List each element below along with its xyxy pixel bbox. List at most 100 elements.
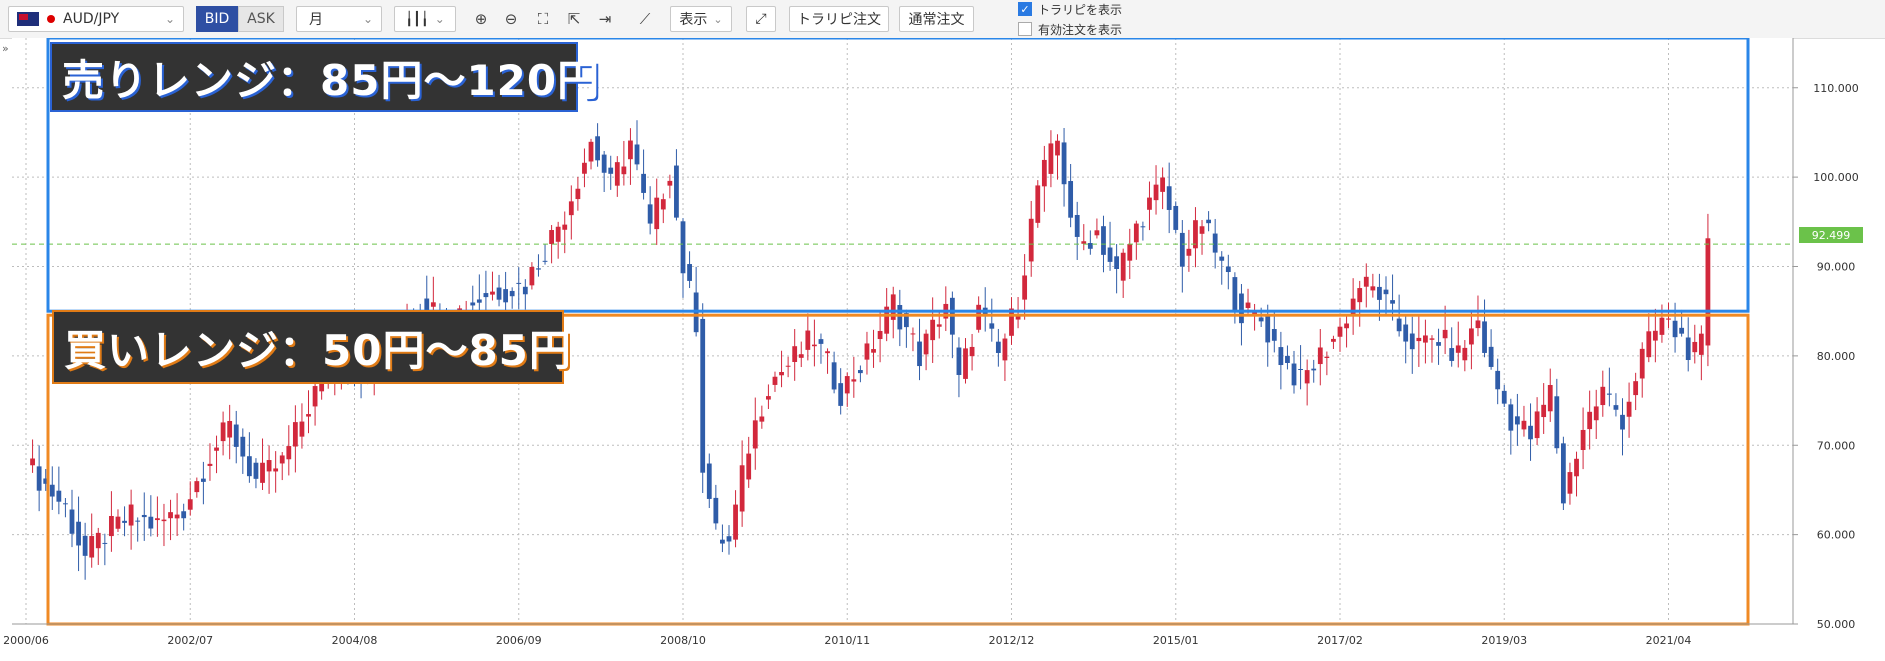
candle-up bbox=[614, 162, 620, 186]
show-valid-orders-checkbox[interactable]: 有効注文を表示 bbox=[1018, 21, 1122, 37]
candle-down bbox=[1212, 233, 1218, 253]
candle-down bbox=[470, 302, 476, 306]
candle-down bbox=[1528, 425, 1533, 440]
candle-up bbox=[292, 422, 298, 447]
ask-button[interactable]: ASK bbox=[238, 6, 284, 32]
candle-up bbox=[1534, 411, 1540, 439]
expand-icon[interactable]: ⤢ bbox=[746, 6, 776, 32]
candle-down bbox=[1061, 142, 1067, 185]
indicator-icon[interactable]: ⟋ bbox=[639, 10, 651, 28]
chevron-down-icon: ⌄ bbox=[434, 12, 445, 26]
candle-up bbox=[260, 462, 265, 483]
normal-order-button[interactable]: 通常注文 bbox=[899, 6, 974, 32]
candle-up bbox=[555, 226, 561, 242]
candle-down bbox=[1377, 286, 1382, 300]
candle-up bbox=[1344, 323, 1349, 329]
currency-pair-select[interactable]: AUD/JPY ⌄ bbox=[8, 6, 184, 32]
x-axis: 2000/06 2002/07 2004/08 2006/09 2008/10 2010/… bbox=[3, 623, 1793, 647]
candle-down bbox=[857, 370, 863, 374]
candle-up bbox=[812, 344, 817, 347]
x-tick-label: 2021/04 bbox=[1646, 634, 1692, 647]
candle-down bbox=[1291, 363, 1297, 386]
candle-down bbox=[674, 165, 679, 218]
candle-down bbox=[1396, 318, 1402, 332]
x-tick-label: 2000/06 bbox=[3, 634, 49, 647]
candle-up bbox=[1593, 406, 1599, 421]
candle-up bbox=[733, 504, 738, 540]
fit-icon[interactable]: ⛶ bbox=[537, 10, 549, 28]
candle-up bbox=[1252, 310, 1257, 317]
candle-down bbox=[522, 286, 528, 295]
candle-down bbox=[700, 318, 706, 473]
australia-flag-icon bbox=[17, 12, 39, 26]
zoom-out-icon[interactable]: ⊖ bbox=[504, 10, 518, 28]
candle-down bbox=[831, 362, 837, 390]
candle-down bbox=[1068, 181, 1074, 218]
candle-up bbox=[30, 458, 35, 466]
candle-up bbox=[779, 372, 784, 376]
x-tick-label: 2012/12 bbox=[989, 634, 1035, 647]
candle-up bbox=[890, 294, 896, 320]
x-tick-label: 2002/07 bbox=[167, 634, 213, 647]
chevron-down-icon: ⌄ bbox=[362, 12, 373, 26]
candle-up bbox=[805, 330, 811, 350]
candle-down bbox=[595, 136, 600, 161]
candle-up bbox=[1002, 338, 1008, 361]
candle-down bbox=[1606, 393, 1612, 395]
candle-up bbox=[1331, 338, 1336, 342]
candle-down bbox=[1166, 186, 1172, 210]
candle-down bbox=[680, 221, 686, 274]
candle-up bbox=[1304, 370, 1310, 384]
y-tick-label: 90.000 bbox=[1817, 261, 1856, 274]
candle-up bbox=[1574, 458, 1579, 477]
candle-up bbox=[568, 201, 574, 216]
candle-up bbox=[759, 416, 765, 422]
candle-down bbox=[63, 503, 68, 505]
scroll-end-icon[interactable]: ⇥ bbox=[598, 10, 612, 28]
candle-down bbox=[56, 490, 62, 502]
period-select[interactable]: 月 ⌄ bbox=[296, 6, 382, 32]
chart-type-select[interactable]: ╽┃╽ ⌄ bbox=[394, 6, 456, 32]
candle-up bbox=[851, 379, 857, 382]
candle-down bbox=[148, 516, 154, 529]
candle-down bbox=[647, 204, 653, 224]
candle-down bbox=[1311, 368, 1317, 371]
candle-down bbox=[181, 511, 187, 519]
y-tick-label: 80.000 bbox=[1817, 350, 1856, 363]
zoom-in-icon[interactable]: ⊕ bbox=[474, 10, 488, 28]
candle-up bbox=[1081, 241, 1087, 244]
candle-down bbox=[1685, 337, 1691, 361]
candle-down bbox=[36, 466, 42, 491]
x-tick-label: 2008/10 bbox=[660, 634, 706, 647]
show-traribi-checkbox[interactable]: ✓ トラリピを表示 bbox=[1018, 1, 1122, 17]
collapse-panel-icon[interactable]: » bbox=[2, 42, 9, 55]
candle-up bbox=[430, 302, 436, 307]
candle-up bbox=[1245, 302, 1251, 308]
candle-down bbox=[1265, 315, 1271, 343]
candle-up bbox=[1429, 338, 1435, 340]
candle-down bbox=[141, 514, 147, 518]
candle-up bbox=[884, 306, 890, 334]
candle-down bbox=[1107, 247, 1113, 262]
candle-down bbox=[1219, 256, 1225, 261]
candle-up bbox=[1646, 331, 1652, 358]
candle-up bbox=[1698, 333, 1704, 355]
buy-range-label: 買いレンジ：50円～85円 bbox=[52, 310, 571, 384]
candle-down bbox=[1225, 266, 1231, 273]
candle-up bbox=[864, 343, 870, 360]
traribi-order-button[interactable]: トラリピ注文 bbox=[789, 6, 889, 32]
bid-button[interactable]: BID bbox=[196, 6, 238, 32]
display-menu-button[interactable]: 表示 ⌄ bbox=[670, 6, 732, 32]
candle-down bbox=[49, 484, 55, 497]
candle-down bbox=[1501, 390, 1507, 404]
cursor-icon[interactable]: ⇱ bbox=[567, 10, 581, 28]
candle-down bbox=[720, 539, 725, 544]
candle-down bbox=[516, 282, 522, 284]
candle-down bbox=[1087, 243, 1093, 249]
candle-up bbox=[1455, 345, 1461, 353]
candle-down bbox=[818, 339, 824, 344]
candle-up bbox=[772, 376, 778, 385]
candle-up bbox=[582, 162, 587, 174]
candle-up bbox=[266, 460, 272, 472]
x-tick-label: 2006/09 bbox=[496, 634, 542, 647]
